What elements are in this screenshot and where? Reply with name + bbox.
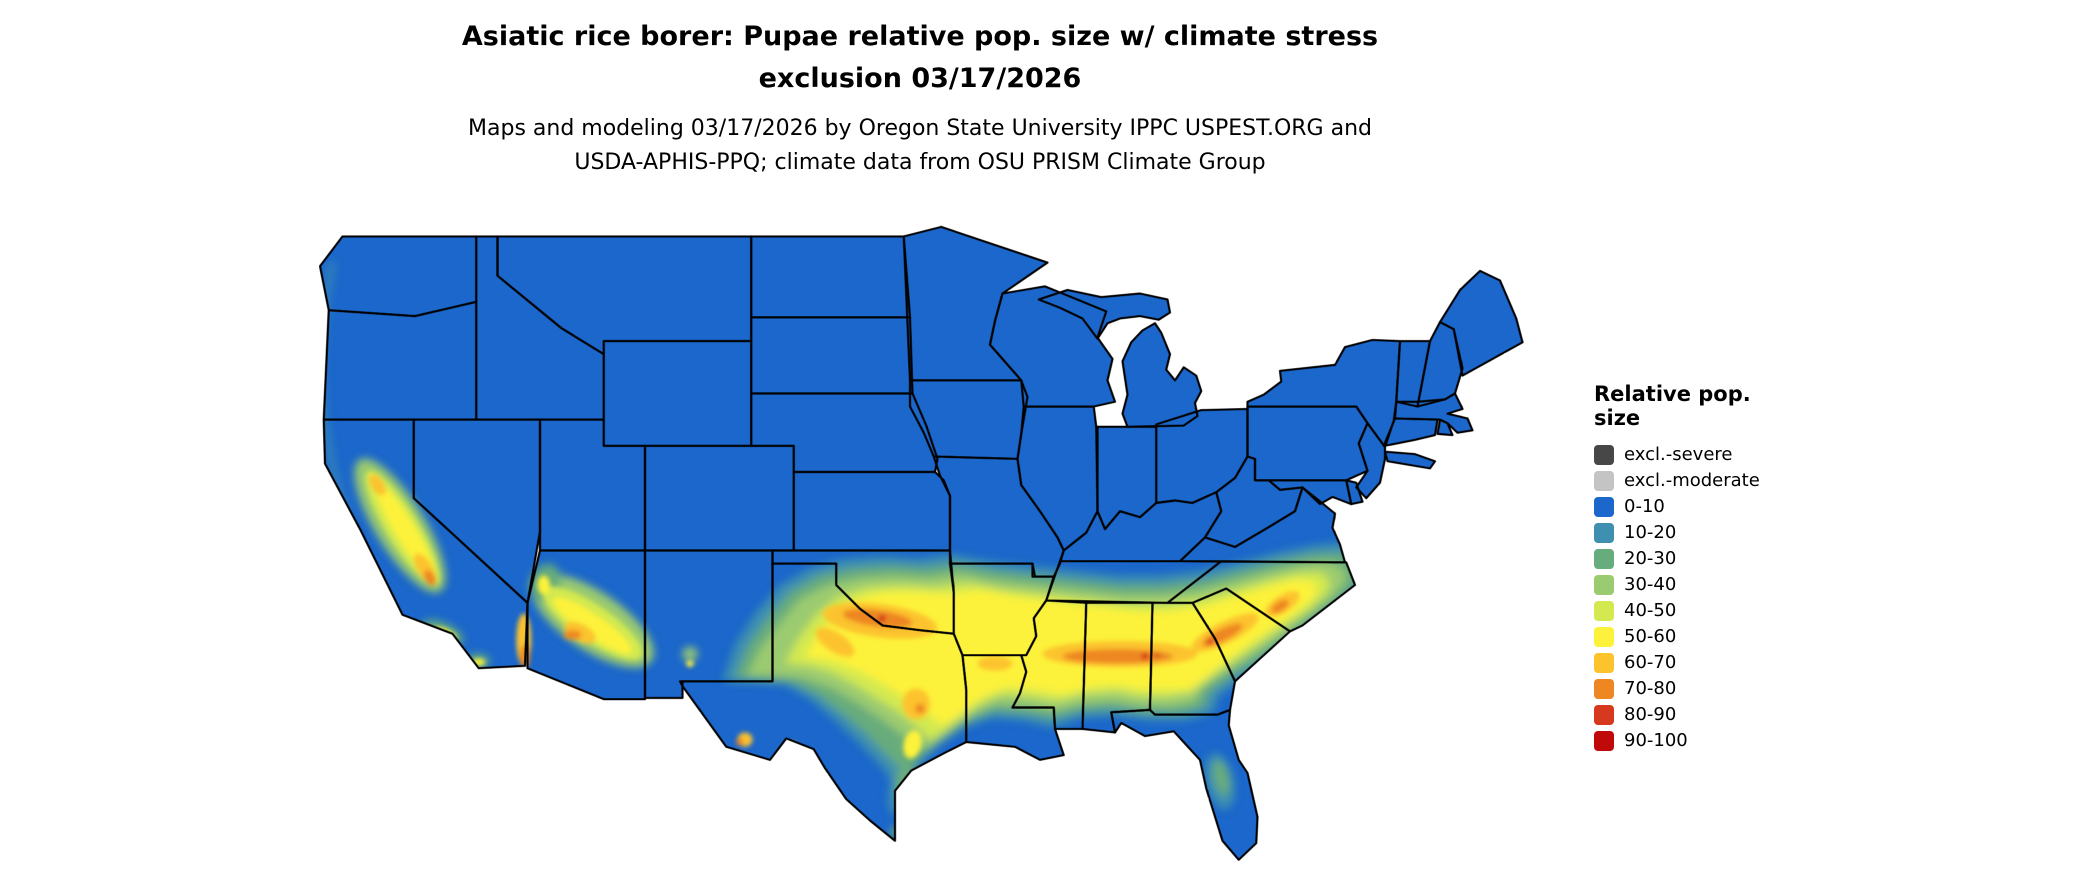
legend-label: 60-70 xyxy=(1624,652,1677,673)
overlay-red-al xyxy=(1155,653,1160,658)
subtitle-line2: USDA-APHIS-PPQ; climate data from OSU PR… xyxy=(574,150,1266,175)
legend-title: Relative pop. size xyxy=(1594,382,1751,430)
legend-label: 50-60 xyxy=(1624,626,1677,647)
overlay-nm-riogrande-core xyxy=(686,659,694,668)
legend-item: excl.-severe xyxy=(1594,442,1804,468)
legend-items: excl.-severe excl.-moderate 0-10 10-20 20-30… xyxy=(1594,442,1804,754)
legend-label: 10-20 xyxy=(1624,522,1677,543)
header: Asiatic rice borer: Pupae relative pop. … xyxy=(295,16,1545,180)
legend-swatch xyxy=(1594,679,1614,699)
legend-item: 50-60 xyxy=(1594,624,1804,650)
page-title-line2: exclusion 03/17/2026 xyxy=(758,63,1082,94)
overlay-red-oktx xyxy=(878,617,882,622)
overlay-redorange-ga xyxy=(1206,639,1214,646)
legend-label: 40-50 xyxy=(1624,600,1677,621)
base-layer-0-10 xyxy=(320,226,1523,860)
legend-item: 60-70 xyxy=(1594,650,1804,676)
legend: Relative pop. size excl.-severe excl.-mod… xyxy=(1594,382,1804,754)
overlay-phoenix-core xyxy=(563,630,582,640)
page-title-line1: Asiatic rice borer: Pupae relative pop. … xyxy=(461,21,1379,52)
subtitle-line1: Maps and modeling 03/17/2026 by Oregon S… xyxy=(468,116,1372,141)
legend-swatch xyxy=(1594,627,1614,647)
overlay-nwtx-amber xyxy=(815,627,855,657)
overlay-ca-valley-orange xyxy=(423,570,437,586)
legend-item: 70-80 xyxy=(1594,676,1804,702)
legend-label: 0-10 xyxy=(1624,496,1665,517)
overlay-bigbend xyxy=(787,742,798,752)
legend-label: 80-90 xyxy=(1624,704,1677,725)
overlay-florida-ridge-core xyxy=(1212,760,1230,796)
legend-label: 20-30 xyxy=(1624,548,1677,569)
population-raster xyxy=(320,226,1523,860)
legend-item: 10-20 xyxy=(1594,520,1804,546)
subtitle: Maps and modeling 03/17/2026 by Oregon S… xyxy=(295,112,1545,180)
legend-item: 30-40 xyxy=(1594,572,1804,598)
legend-item: 90-100 xyxy=(1594,728,1804,754)
us-map xyxy=(318,225,1524,861)
legend-swatch xyxy=(1594,653,1614,673)
overlay-redorange-al xyxy=(1141,652,1149,660)
legend-swatch xyxy=(1594,523,1614,543)
legend-label: 30-40 xyxy=(1624,574,1677,595)
legend-swatch xyxy=(1594,471,1614,491)
overlay-sc-orange xyxy=(1271,599,1289,614)
overlay-ctx-amber xyxy=(902,688,930,720)
legend-swatch xyxy=(1594,497,1614,517)
overlay-az-band-core xyxy=(553,597,632,654)
legend-item: 0-10 xyxy=(1594,494,1804,520)
overlay-oktx-orange xyxy=(842,608,913,628)
legend-swatch xyxy=(1594,445,1614,465)
overlay-nm-riogrande xyxy=(682,646,698,662)
legend-label: excl.-severe xyxy=(1624,444,1733,465)
map-container xyxy=(295,190,1545,880)
legend-swatch xyxy=(1594,731,1614,751)
legend-swatch xyxy=(1594,705,1614,725)
legend-label: excl.-moderate xyxy=(1624,470,1760,491)
legend-label: 70-80 xyxy=(1624,678,1677,699)
overlay-nla-amber xyxy=(977,656,1013,671)
overlay-ca-valley-hot-n xyxy=(369,474,386,496)
overlay-presidio-core xyxy=(736,738,744,746)
overlay-nwaz-core xyxy=(537,575,550,595)
overlay-stx-yellow xyxy=(903,730,922,759)
legend-item: 80-90 xyxy=(1594,702,1804,728)
legend-swatch xyxy=(1594,575,1614,595)
overlay-brownsville xyxy=(890,826,903,839)
legend-item: 40-50 xyxy=(1594,598,1804,624)
overlay-cores xyxy=(365,470,1300,759)
legend-swatch xyxy=(1594,601,1614,621)
overlay-ctx-orange xyxy=(915,703,925,714)
legend-item: 20-30 xyxy=(1594,546,1804,572)
legend-swatch xyxy=(1594,549,1614,569)
legend-label: 90-100 xyxy=(1624,730,1688,751)
legend-item: excl.-moderate xyxy=(1594,468,1804,494)
